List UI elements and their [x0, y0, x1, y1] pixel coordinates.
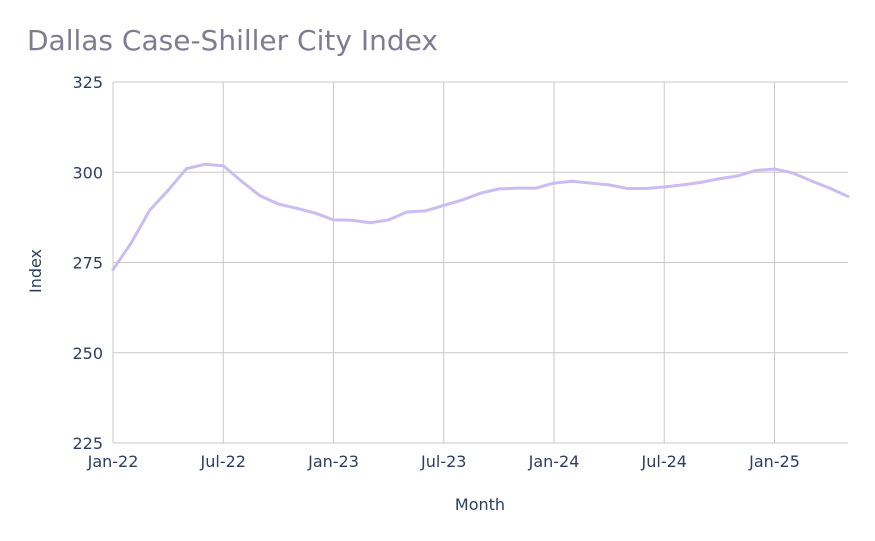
data-point [240, 179, 244, 183]
data-point [221, 164, 225, 168]
y-tick-label: 250 [72, 344, 103, 363]
data-point [534, 186, 538, 190]
data-point [828, 186, 832, 190]
y-tick-label: 300 [72, 163, 103, 182]
data-point [185, 167, 188, 171]
data-point [846, 194, 850, 198]
data-point [699, 180, 703, 184]
y-tick-label: 225 [72, 434, 103, 453]
grid-lines [112, 81, 848, 444]
data-point [423, 209, 427, 213]
data-point [589, 181, 593, 185]
data-point [203, 162, 207, 166]
x-tick-label: Jan-23 [307, 452, 359, 471]
data-point [460, 198, 464, 202]
chart-title: Dallas Case-Shiller City Index [27, 24, 438, 57]
data-point [754, 168, 758, 172]
x-tick-label: Jan-24 [528, 452, 580, 471]
data-point [791, 171, 795, 175]
data-point [258, 194, 262, 198]
data-point [387, 218, 391, 222]
data-point [809, 179, 813, 183]
data-point [442, 203, 446, 207]
x-tick-label: Jan-25 [748, 452, 800, 471]
data-point [717, 177, 721, 181]
data-point [515, 186, 519, 190]
data-point [405, 210, 409, 214]
data-point [276, 202, 280, 206]
data-point [773, 167, 776, 171]
x-tick-label: Jul-24 [641, 452, 687, 471]
x-tick-label: Jul-23 [420, 452, 466, 471]
data-point [552, 181, 556, 185]
data-point [350, 218, 354, 222]
x-axis-title: Month [455, 495, 505, 514]
data-point [129, 241, 133, 245]
y-axis-ticks: 225 250 275 300 325 [72, 73, 103, 453]
data-point [313, 211, 317, 215]
data-point [479, 191, 482, 195]
data-point [607, 183, 611, 187]
y-axis-title: Index [26, 249, 45, 293]
data-point [736, 174, 740, 178]
data-point [166, 188, 170, 192]
data-point [332, 218, 335, 222]
x-tick-label: Jan-22 [87, 452, 139, 471]
series-group [111, 162, 850, 272]
data-point [295, 206, 299, 210]
data-point [111, 268, 115, 272]
y-tick-label: 325 [72, 73, 103, 92]
data-point [662, 185, 666, 189]
data-point [626, 186, 629, 190]
data-point [570, 179, 574, 183]
x-axis-ticks: Jan-22 Jul-22 Jan-23 Jul-23 Jan-24 Jul-24 Jan-… [87, 452, 800, 471]
data-point [644, 186, 648, 190]
data-point [681, 183, 685, 187]
data-point [497, 187, 501, 191]
data-point [148, 208, 152, 212]
x-tick-label: Jul-22 [200, 452, 246, 471]
y-tick-label: 275 [72, 254, 103, 273]
data-point [368, 221, 372, 225]
